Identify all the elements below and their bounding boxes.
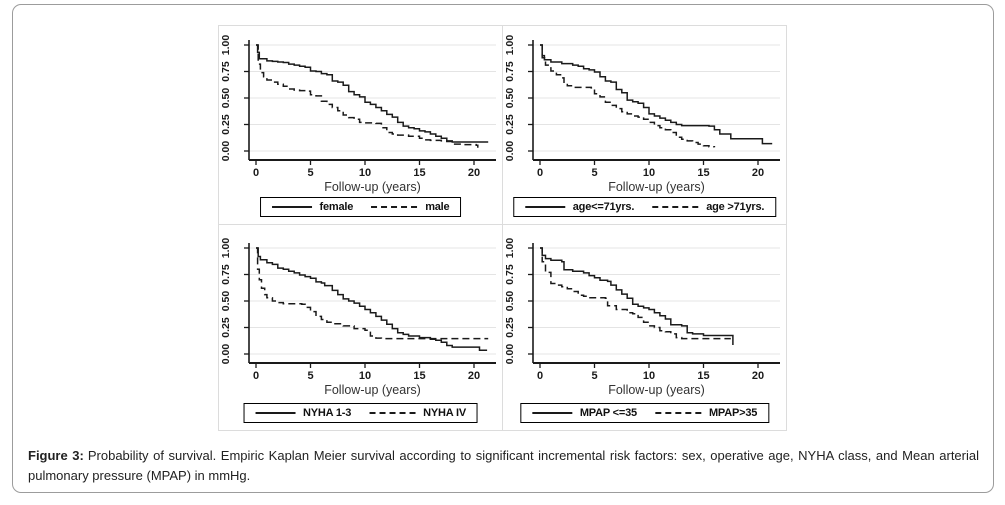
legend-label-age-71yrs: age<=71yrs. [572, 201, 635, 213]
y-tick-label: 0.00 [220, 141, 232, 162]
x-axis-title: Follow-up (years) [608, 383, 705, 397]
x-tick-label: 10 [359, 370, 371, 382]
x-tick-label: 20 [752, 370, 764, 382]
km-panel-nyha: 0.00 0.25 0.50 0.75 1.00 0 5 10 15 20 Follow-up (y… [218, 224, 503, 431]
figure-caption: Figure 3: Probability of survival. Empiri… [28, 446, 979, 485]
km-figure-grid: 0.00 0.25 0.50 0.75 1.00 0 5 10 15 20 Follow-up (y… [218, 25, 789, 432]
legend-entry-mpap-35: MPAP <=35 [531, 407, 637, 419]
x-tick-label: 5 [307, 370, 313, 382]
y-tick-label: 0.25 [504, 114, 516, 135]
legend-label-age-71yrs: age >71yrs. [706, 201, 765, 213]
y-tick-label: 1.00 [220, 35, 232, 56]
km-plot-sex: 0.00 0.25 0.50 0.75 1.00 0 5 10 15 20 Follow-up (y… [220, 35, 496, 194]
legend-label-male: male [425, 201, 450, 213]
x-tick-label: 10 [643, 370, 655, 382]
x-axis-title: Follow-up (years) [324, 180, 421, 194]
legend-entry-male: male [371, 201, 450, 213]
y-tick-label: 0.75 [220, 264, 232, 285]
x-tick-label: 5 [591, 167, 597, 179]
x-tick-label: 0 [253, 370, 259, 382]
legend-sex: female male [259, 197, 462, 217]
x-tick-label: 20 [468, 167, 480, 179]
x-tick-label: 0 [537, 167, 543, 179]
legend-label-nyha-1-3: NYHA 1-3 [303, 407, 352, 419]
km-panel-mpap: 0.00 0.25 0.50 0.75 1.00 0 5 10 15 20 Follow-up (y… [502, 224, 787, 431]
x-tick-label: 15 [413, 167, 425, 179]
legend-dashed-line-swatch [371, 206, 418, 208]
x-axis-title: Follow-up (years) [324, 383, 421, 397]
legend-entry-mpap-35: MPAP>35 [654, 407, 758, 419]
y-tick-label: 0.50 [220, 88, 232, 109]
x-tick-label: 10 [643, 167, 655, 179]
x-tick-label: 0 [537, 370, 543, 382]
legend-entry-nyha-1-3: NYHA 1-3 [255, 407, 351, 419]
y-tick-label: 1.00 [220, 238, 232, 259]
y-tick-label: 1.00 [504, 238, 516, 259]
legend-dashed-line-swatch [654, 412, 701, 414]
legend-nyha: NYHA 1-3 NYHA IV [243, 403, 478, 423]
x-tick-label: 10 [359, 167, 371, 179]
y-tick-label: 0.25 [504, 317, 516, 338]
km-plot-mpap: 0.00 0.25 0.50 0.75 1.00 0 5 10 15 20 Follow-up (y… [504, 238, 780, 397]
y-tick-label: 0.75 [504, 264, 516, 285]
legend-solid-line-swatch [271, 206, 312, 208]
legend-dashed-line-swatch [369, 412, 416, 414]
series-mpap-35-line [540, 247, 731, 340]
legend-solid-line-swatch [531, 412, 572, 414]
legend-mpap: MPAP <=35 MPAP>35 [519, 403, 770, 423]
km-plot-nyha: 0.00 0.25 0.50 0.75 1.00 0 5 10 15 20 Follow-up (y… [220, 238, 496, 397]
legend-entry-age-71yrs: age<=71yrs. [524, 201, 635, 213]
series-age-71yrs-line [540, 44, 773, 145]
legend-label-female: female [319, 201, 354, 213]
legend-entry-nyha-iv: NYHA IV [369, 407, 466, 419]
legend-solid-line-swatch [255, 412, 296, 414]
x-tick-label: 20 [752, 167, 764, 179]
x-tick-label: 5 [307, 167, 313, 179]
y-tick-label: 0.50 [504, 88, 516, 109]
km-panel-sex: 0.00 0.25 0.50 0.75 1.00 0 5 10 15 20 Follow-up (y… [218, 25, 503, 225]
y-tick-label: 0.75 [504, 61, 516, 82]
series-male-line [256, 44, 479, 148]
legend-entry-age-71yrs: age >71yrs. [652, 201, 764, 213]
series-nyha-iv-line [256, 247, 489, 340]
km-plot-age: 0.00 0.25 0.50 0.75 1.00 0 5 10 15 20 Follow-up (y… [504, 35, 780, 194]
figure-caption-label: Figure 3: [28, 448, 84, 463]
legend-dashed-line-swatch [652, 206, 699, 208]
x-tick-label: 15 [697, 370, 709, 382]
figure-caption-text: Probability of survival. Empiric Kaplan … [28, 448, 979, 483]
y-tick-label: 0.00 [220, 344, 232, 365]
legend-label-mpap-35: MPAP>35 [708, 407, 758, 419]
series-nyha-1-3-line [256, 247, 488, 352]
legend-age: age<=71yrs. age >71yrs. [512, 197, 777, 217]
y-tick-label: 0.75 [220, 61, 232, 82]
x-tick-label: 5 [591, 370, 597, 382]
y-tick-label: 0.25 [220, 114, 232, 135]
series-age-71yrs-line [540, 44, 716, 148]
y-tick-label: 0.25 [220, 317, 232, 338]
legend-label-mpap-35: MPAP <=35 [579, 407, 637, 419]
figure-card: 0.00 0.25 0.50 0.75 1.00 0 5 10 15 20 Follow-up (y… [12, 4, 994, 493]
legend-label-nyha-iv: NYHA IV [423, 407, 466, 419]
y-tick-label: 0.00 [504, 344, 516, 365]
y-tick-label: 0.00 [504, 141, 516, 162]
series-female-line [256, 44, 489, 143]
x-axis-title: Follow-up (years) [608, 180, 705, 194]
y-tick-label: 1.00 [504, 35, 516, 56]
x-tick-label: 0 [253, 167, 259, 179]
x-tick-label: 15 [697, 167, 709, 179]
series-mpap-35-line [540, 247, 734, 345]
legend-entry-female: female [271, 201, 354, 213]
x-tick-label: 15 [413, 370, 425, 382]
y-tick-label: 0.50 [220, 291, 232, 312]
km-panel-age: 0.00 0.25 0.50 0.75 1.00 0 5 10 15 20 Follow-up (y… [502, 25, 787, 225]
x-tick-label: 20 [468, 370, 480, 382]
y-tick-label: 0.50 [504, 291, 516, 312]
legend-solid-line-swatch [524, 206, 565, 208]
